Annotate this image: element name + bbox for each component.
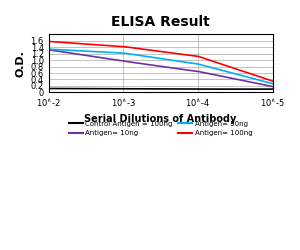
- Antigen= 100ng: [271, 80, 275, 82]
- Legend: Control Antigen = 100ng, Antigen= 10ng, Antigen= 50ng, Antigen= 100ng: Control Antigen = 100ng, Antigen= 10ng, …: [66, 118, 255, 139]
- Control Antigen = 100ng: [184, 88, 188, 90]
- Title: ELISA Result: ELISA Result: [111, 15, 210, 29]
- Control Antigen = 100ng: [179, 88, 183, 90]
- Antigen= 100ng: [250, 72, 253, 76]
- Control Antigen = 100ng: [271, 88, 275, 91]
- Antigen= 10ng: [184, 68, 188, 71]
- Antigen= 50ng: [48, 48, 51, 51]
- Antigen= 100ng: [184, 53, 188, 56]
- Antigen= 50ng: [250, 76, 253, 80]
- Antigen= 100ng: [47, 40, 50, 43]
- Antigen= 10ng: [271, 85, 275, 88]
- Antigen= 10ng: [48, 48, 51, 51]
- Antigen= 10ng: [236, 78, 239, 81]
- Antigen= 10ng: [250, 81, 253, 84]
- Antigen= 50ng: [236, 73, 239, 76]
- Antigen= 100ng: [179, 52, 183, 56]
- Control Antigen = 100ng: [250, 88, 254, 91]
- Line: Antigen= 100ng: Antigen= 100ng: [49, 42, 273, 81]
- Antigen= 50ng: [184, 61, 188, 64]
- Control Antigen = 100ng: [236, 88, 240, 91]
- Antigen= 100ng: [236, 68, 239, 71]
- Control Antigen = 100ng: [180, 88, 184, 90]
- Line: Antigen= 50ng: Antigen= 50ng: [49, 49, 273, 84]
- Antigen= 50ng: [47, 48, 50, 51]
- Control Antigen = 100ng: [47, 87, 50, 90]
- Antigen= 10ng: [180, 68, 184, 71]
- Line: Control Antigen = 100ng: Control Antigen = 100ng: [49, 88, 273, 89]
- Antigen= 50ng: [271, 82, 275, 85]
- Control Antigen = 100ng: [48, 87, 51, 90]
- Antigen= 50ng: [180, 60, 184, 63]
- Antigen= 10ng: [179, 68, 183, 70]
- Antigen= 10ng: [47, 48, 50, 51]
- Line: Antigen= 10ng: Antigen= 10ng: [49, 50, 273, 86]
- Antigen= 100ng: [48, 40, 51, 43]
- Y-axis label: O.D.: O.D.: [15, 50, 25, 77]
- Antigen= 50ng: [179, 60, 183, 63]
- Control Antigen = 100ng: [196, 88, 200, 91]
- X-axis label: Serial Dilutions of Antibody: Serial Dilutions of Antibody: [84, 114, 237, 124]
- Antigen= 100ng: [180, 53, 184, 56]
